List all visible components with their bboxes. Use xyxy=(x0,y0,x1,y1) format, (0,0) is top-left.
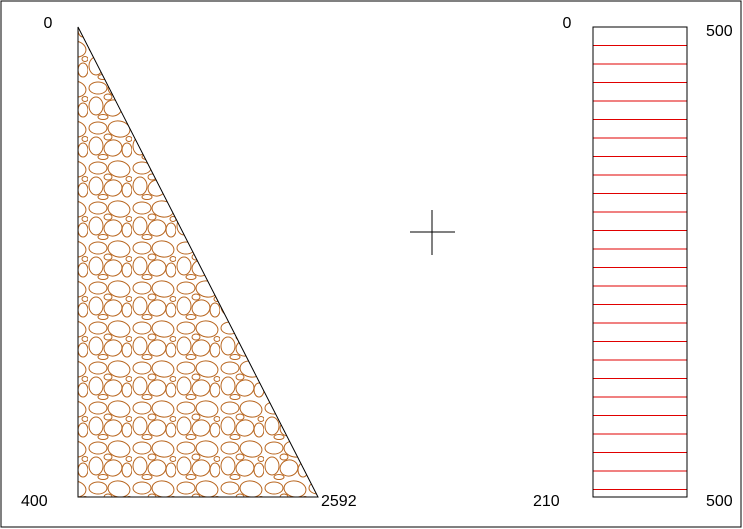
label: 0 xyxy=(44,15,53,32)
label: 400 xyxy=(21,493,48,510)
rect-hatch xyxy=(593,46,687,490)
page: 0 400 2592 0 500 210 500 (() => { const … xyxy=(0,0,743,529)
label: 2592 xyxy=(321,493,357,510)
label: 500 xyxy=(706,23,733,40)
label: 210 xyxy=(533,493,560,510)
diagram: 0 400 2592 0 500 210 500 xyxy=(0,0,743,529)
label: 0 xyxy=(563,15,572,32)
pressure-rectangle xyxy=(593,27,687,497)
crosshair xyxy=(410,210,455,255)
label: 500 xyxy=(706,493,733,510)
